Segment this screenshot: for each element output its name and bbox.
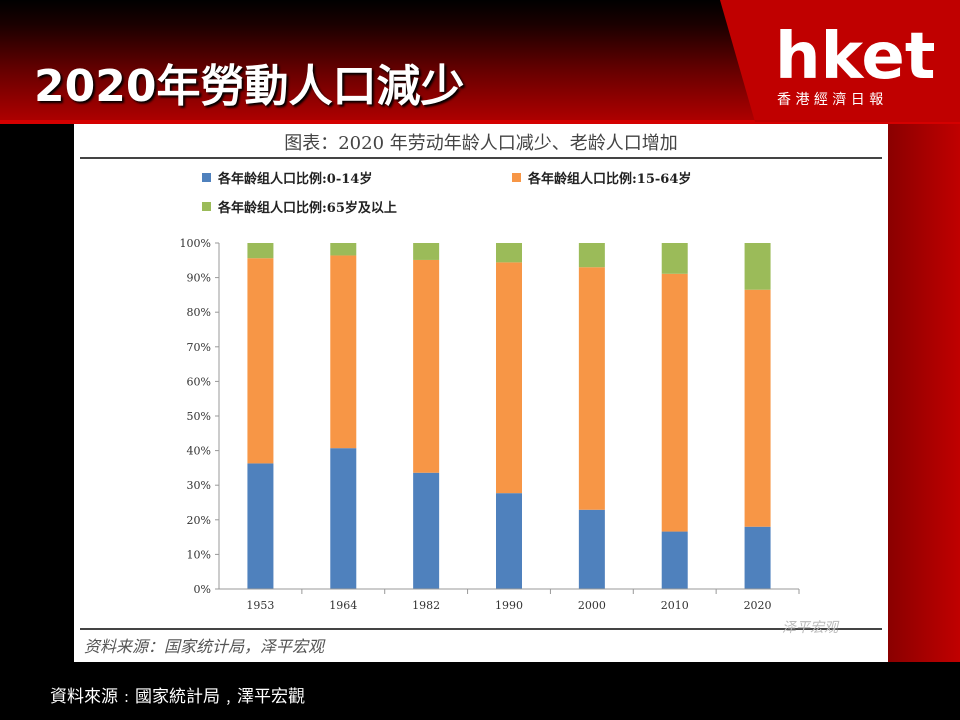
legend-label: 各年龄组人口比例:0-14岁 [217, 171, 372, 187]
bar-segment [413, 472, 440, 589]
logo-text: hket [775, 20, 935, 94]
bar-series [247, 243, 771, 589]
x-tick-label: 1953 [246, 599, 274, 612]
x-tick-label: 1964 [329, 599, 357, 612]
y-tick-label: 90% [187, 272, 211, 285]
chart-legend: 各年龄组人口比例:0-14岁 各年龄组人口比例:15-64岁各年龄组人口比例:65… [202, 171, 691, 216]
y-tick-label: 80% [187, 306, 211, 319]
bar-segment [661, 243, 688, 274]
bar-segment [744, 243, 771, 290]
y-axis: 100% 90% 80% 70% 60% 50% 40% 30% 20% 10% 0% [180, 237, 220, 596]
bar-segment [496, 262, 522, 494]
x-tick-label: 2020 [744, 599, 772, 612]
bar-segment [413, 243, 440, 260]
stacked-bar-chart: 图表：2020 年劳动年龄人口减少、老龄人口增加 各年龄组人口比例:0-14岁各… [80, 133, 882, 656]
bar-segment [496, 493, 522, 589]
y-tick-label: 70% [187, 341, 211, 354]
watermark: 泽平宏观 [782, 620, 840, 636]
y-tick-label: 40% [187, 445, 211, 458]
bar-segment [330, 255, 357, 449]
bar-segment [247, 463, 274, 589]
bar-segment [496, 243, 522, 263]
legend-swatch [202, 173, 211, 182]
legend-label: 各年龄组人口比例:15-64岁 [527, 171, 691, 187]
bar-segment [330, 243, 357, 256]
bar-segment [330, 448, 357, 589]
right-accent-panel [888, 124, 960, 664]
bar-segment [744, 289, 771, 527]
x-tick-label: 2010 [661, 599, 689, 612]
logo-subtitle: 香 港 經 濟 日 報 [777, 92, 883, 108]
source-footnote: 資料來源﹕國家統計局﹐澤平宏觀 [50, 687, 305, 707]
bar-segment [744, 526, 771, 589]
y-tick-label: 100% [180, 237, 211, 250]
x-tick-label: 1982 [412, 599, 440, 612]
y-tick-label: 10% [187, 548, 211, 561]
footer-band [0, 662, 960, 720]
legend-label: 各年龄组人口比例:65岁及以上 [217, 200, 397, 216]
header-divider [0, 120, 960, 124]
y-tick-label: 20% [187, 514, 211, 527]
y-tick-label: 60% [187, 375, 211, 388]
hket-logo: hket 香 港 經 濟 日 報 [720, 0, 960, 122]
bar-segment [578, 243, 605, 268]
y-tick-label: 30% [187, 479, 211, 492]
x-tick-label: 1990 [495, 599, 523, 612]
y-tick-label: 0% [194, 583, 211, 596]
page-title: 2020年勞動人口減少 [34, 61, 465, 112]
x-tick-label: 2000 [578, 599, 606, 612]
bar-segment [247, 258, 274, 464]
x-axis: 1953 1964 1982 1990 2000 2010 2020 [219, 588, 800, 612]
legend-swatch [512, 173, 521, 182]
bar-segment [661, 273, 688, 532]
chart-source-note: 资料来源：国家统计局，泽平宏观 [84, 637, 326, 656]
bar-segment [247, 243, 274, 259]
bar-segment [661, 531, 688, 589]
y-tick-label: 50% [187, 410, 211, 423]
chart-title: 图表：2020 年劳动年龄人口减少、老龄人口增加 [284, 133, 678, 154]
bar-segment [413, 259, 440, 473]
legend-swatch [202, 202, 211, 211]
chart-card: 图表：2020 年劳动年龄人口减少、老龄人口增加 各年龄组人口比例:0-14岁各… [74, 124, 888, 662]
bar-segment [578, 509, 605, 589]
bar-segment [578, 267, 605, 510]
